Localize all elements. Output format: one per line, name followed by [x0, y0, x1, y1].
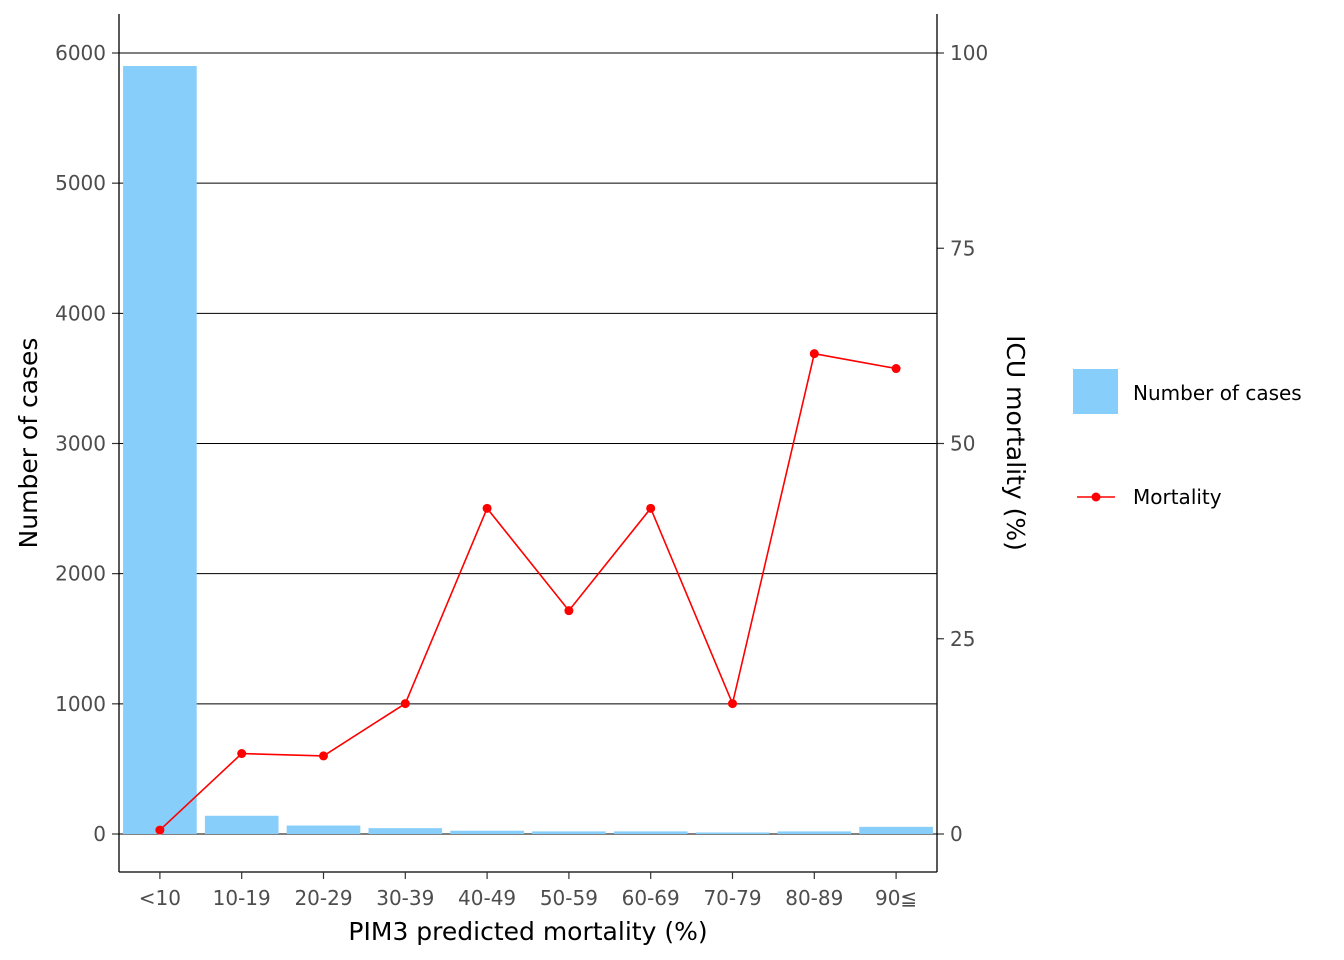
- bar-series: [123, 66, 933, 835]
- mortality-point: [891, 364, 901, 374]
- mortality-point: [400, 699, 410, 709]
- mortality-point: [482, 503, 492, 513]
- bar: [286, 825, 361, 834]
- x-tick-label: 20-29: [294, 886, 352, 910]
- y-tick-label: 6000: [55, 41, 106, 65]
- x-axis-title: PIM3 predicted mortality (%): [348, 917, 707, 946]
- mortality-point: [237, 749, 247, 759]
- bar: [695, 832, 770, 834]
- x-tick-label: 50-59: [540, 886, 598, 910]
- y2-tick-label: 100: [950, 41, 988, 65]
- y2-tick-label: 50: [950, 432, 975, 456]
- y-tick-label: 3000: [55, 432, 106, 456]
- y2-tick-label: 0: [950, 822, 963, 846]
- y2-tick-label: 75: [950, 236, 975, 260]
- x-tick-label: 80-89: [785, 886, 843, 910]
- bar: [613, 831, 688, 834]
- mortality-point: [564, 606, 574, 616]
- mortality-point: [319, 751, 328, 761]
- y-tick-label: 5000: [55, 171, 106, 195]
- bar: [204, 815, 279, 834]
- tick-labels: 0 1000 2000 3000 4000 5000 6000 0 25 50 75 100 <10 10…: [55, 41, 988, 910]
- legend-key-cases: [1073, 369, 1118, 414]
- bar: [532, 831, 606, 834]
- x-tick-label: 40-49: [458, 886, 516, 910]
- y-axis-title: Number of cases: [14, 338, 43, 549]
- x-tick-label: 70-79: [703, 886, 761, 910]
- axes: [112, 14, 944, 879]
- bar: [859, 826, 933, 834]
- y-tick-label: 4000: [55, 301, 106, 325]
- bar: [777, 831, 852, 834]
- bar: [123, 66, 197, 835]
- mortality-point: [809, 349, 819, 359]
- legend-label-cases: Number of cases: [1133, 381, 1302, 405]
- x-tick-label: 30-39: [376, 886, 434, 910]
- y2-axis-title: ICU mortality (%): [1001, 335, 1030, 551]
- mortality-point: [728, 699, 737, 709]
- y-tick-label: 2000: [55, 562, 106, 586]
- legend: Number of cases Mortality: [1073, 369, 1302, 509]
- x-tick-label: 90≦: [875, 886, 917, 910]
- x-tick-label: 10-19: [213, 886, 271, 910]
- mortality-point: [155, 825, 165, 835]
- mortality-line: [159, 352, 897, 831]
- mortality-point: [646, 503, 656, 513]
- gridlines: [119, 52, 937, 835]
- y2-tick-label: 25: [950, 627, 975, 651]
- bar: [450, 830, 524, 834]
- y-tick-label: 0: [93, 822, 106, 846]
- legend-key-mortality-point: [1091, 492, 1101, 502]
- bar: [368, 828, 443, 834]
- x-tick-label: <10: [139, 886, 181, 910]
- legend-label-mortality: Mortality: [1133, 485, 1222, 509]
- y-tick-label: 1000: [55, 692, 106, 716]
- mortality-series: [155, 349, 901, 835]
- x-tick-label: 60-69: [622, 886, 680, 910]
